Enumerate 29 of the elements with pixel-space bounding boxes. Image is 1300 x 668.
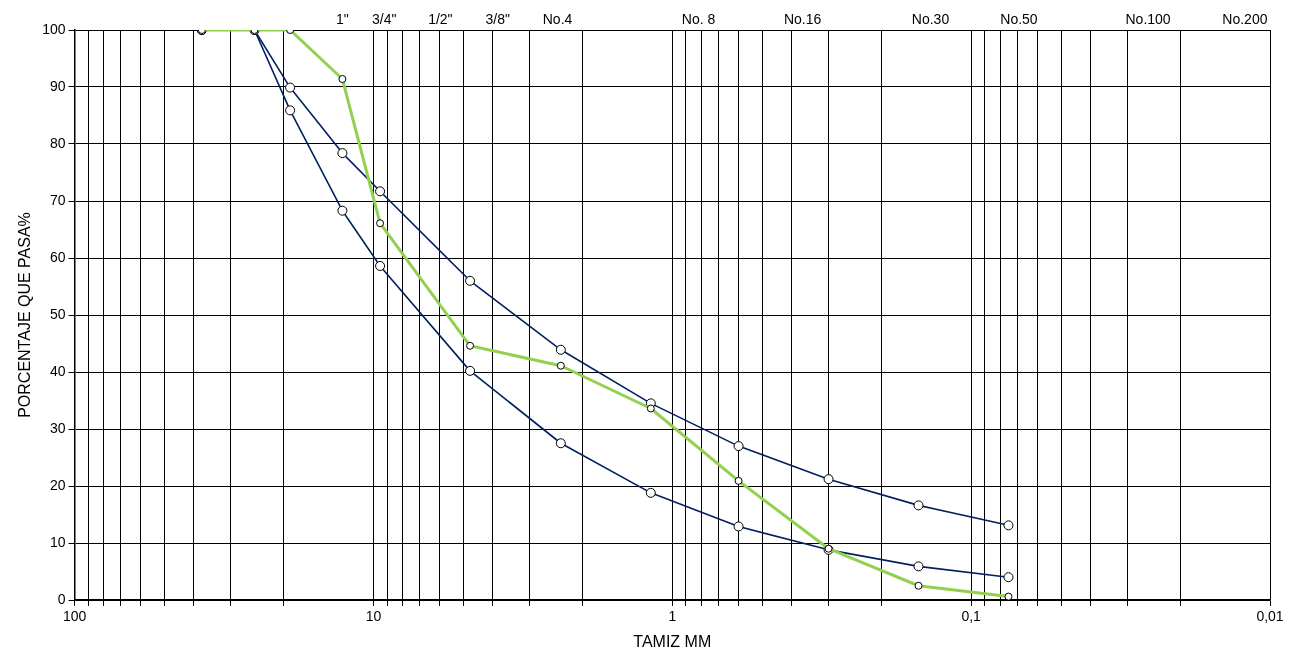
text: No.4 (542, 10, 573, 27)
text: 1/2" (428, 10, 453, 27)
y-tick-label: 0 (57, 590, 66, 607)
x-tick-label: 0,01 (1256, 608, 1284, 625)
y-tick-label: 90 (49, 77, 66, 94)
y-axis-title: PORCENTAJE QUE PASA% (16, 212, 34, 418)
text: 3/8" (485, 10, 510, 27)
x-tick-label: 1 (668, 608, 677, 625)
y-tick-label: 60 (49, 248, 66, 265)
y-tick-label: 40 (49, 362, 66, 379)
text: 1" (335, 10, 349, 27)
y-tick-label: 50 (49, 305, 66, 322)
text: 3/4" (371, 10, 397, 27)
text: No.200 (1222, 10, 1268, 27)
text: No. 8 (681, 10, 716, 27)
y-tick-label: 100 (42, 20, 66, 37)
text: No.100 (1125, 10, 1171, 27)
y-tick-label: 30 (49, 419, 66, 436)
y-tick-label: 70 (49, 191, 66, 208)
text: No.16 (783, 10, 822, 27)
text: No.50 (1000, 10, 1038, 27)
x-tick-label: 100 (62, 608, 87, 625)
x-axis-title: TAMIZ MM (633, 632, 712, 650)
y-tick-label: 80 (49, 134, 66, 151)
y-tick-label: 10 (49, 533, 66, 550)
text: No.30 (911, 10, 950, 27)
x-tick-label: 0,1 (961, 608, 982, 625)
y-tick-label: 20 (49, 476, 66, 493)
x-tick-label: 10 (365, 608, 382, 625)
